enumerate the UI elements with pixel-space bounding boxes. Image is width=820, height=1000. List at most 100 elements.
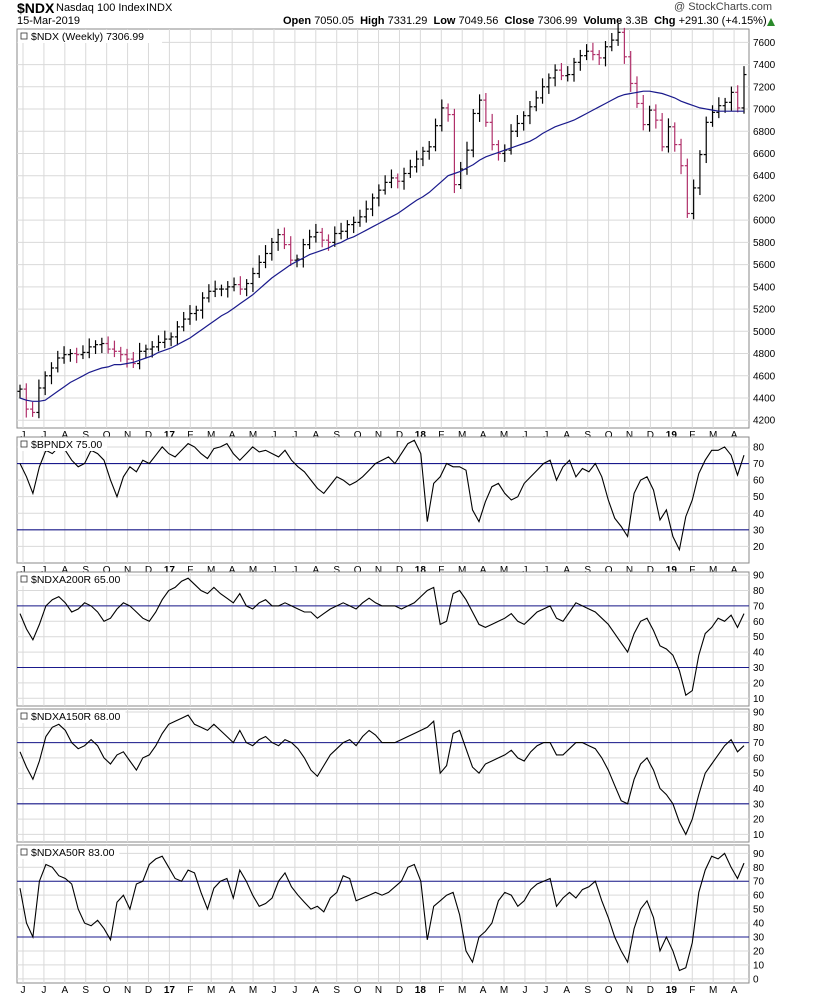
indicator-line bbox=[19, 714, 745, 836]
x-tick-label: J bbox=[522, 430, 527, 441]
y-tick-label: 4800 bbox=[753, 349, 776, 360]
x-tick-label: J bbox=[21, 985, 26, 996]
close-label: Close bbox=[504, 15, 535, 27]
panel-frame bbox=[16, 571, 750, 707]
x-tick-label: J bbox=[21, 565, 26, 576]
y-tick-label: 20 bbox=[753, 542, 765, 553]
x-tick-label: F bbox=[187, 985, 193, 996]
open-label: Open bbox=[283, 15, 312, 27]
x-tick-label: M bbox=[500, 565, 508, 576]
y-tick-label: 90 bbox=[753, 849, 765, 860]
y-tick-label: 10 bbox=[753, 694, 765, 705]
y-tick-label: 0 bbox=[753, 974, 759, 985]
x-tick-label: D bbox=[145, 565, 152, 576]
y-tick-label: 7400 bbox=[753, 60, 776, 71]
panel-label: $BPNDX 75.00 bbox=[31, 439, 102, 451]
y-tick-label: 30 bbox=[753, 525, 765, 536]
y-tick-label: 5400 bbox=[753, 282, 776, 293]
y-tick-label: 90 bbox=[753, 708, 765, 719]
x-tick-label: M bbox=[458, 985, 466, 996]
x-tick-label: S bbox=[82, 430, 89, 441]
x-tick-label: J bbox=[41, 430, 46, 441]
x-tick-label: A bbox=[731, 985, 738, 996]
x-tick-label: M bbox=[709, 565, 717, 576]
x-tick-label: M bbox=[500, 430, 508, 441]
y-tick-label: 70 bbox=[753, 738, 765, 749]
y-tick-label: 6800 bbox=[753, 127, 776, 138]
x-tick-label: J bbox=[543, 985, 548, 996]
x-tick-label: 18 bbox=[415, 430, 427, 441]
y-tick-label: 50 bbox=[753, 492, 765, 503]
y-tick-label: 4600 bbox=[753, 371, 776, 382]
x-tick-label: F bbox=[187, 565, 193, 576]
x-tick-label: O bbox=[103, 430, 111, 441]
x-tick-label: M bbox=[207, 985, 215, 996]
exchange-code: INDX bbox=[146, 2, 173, 14]
y-tick-label: 30 bbox=[753, 799, 765, 810]
x-tick-label: J bbox=[292, 565, 297, 576]
y-tick-label: 40 bbox=[753, 784, 765, 795]
x-tick-label: N bbox=[375, 985, 382, 996]
y-tick-label: 70 bbox=[753, 459, 765, 470]
x-tick-label: J bbox=[543, 565, 548, 576]
x-tick-label: A bbox=[563, 565, 570, 576]
x-tick-label: S bbox=[82, 985, 89, 996]
x-tick-label: A bbox=[61, 430, 68, 441]
moving-average-line bbox=[19, 90, 744, 402]
x-tick-label: D bbox=[647, 985, 654, 996]
x-tick-label: D bbox=[396, 985, 403, 996]
copyright-text: @ StockCharts.com bbox=[674, 1, 772, 13]
x-tick-label: M bbox=[207, 430, 215, 441]
x-tick-label: 17 bbox=[164, 430, 176, 441]
y-tick-label: 10 bbox=[753, 830, 765, 841]
open-value: 7050.05 bbox=[314, 15, 354, 27]
x-tick-label: N bbox=[626, 985, 633, 996]
y-tick-label: 60 bbox=[753, 476, 765, 487]
y-tick-label: 20 bbox=[753, 815, 765, 826]
indicator-line bbox=[19, 852, 745, 972]
y-tick-label: 7200 bbox=[753, 82, 776, 93]
panel-0: 4200 4400 4600 4800 5000 5200 5400 5600 5800 6000… bbox=[16, 23, 776, 441]
x-tick-label: A bbox=[731, 430, 738, 441]
y-tick-label: 60 bbox=[753, 753, 765, 764]
x-tick-label: J bbox=[41, 985, 46, 996]
x-tick-label: J bbox=[271, 430, 276, 441]
x-tick-label: O bbox=[354, 430, 362, 441]
y-tick-label: 4200 bbox=[753, 416, 776, 427]
x-tick-label: 19 bbox=[666, 985, 678, 996]
x-tick-label: D bbox=[396, 430, 403, 441]
panel-symbol-icon bbox=[20, 848, 28, 856]
x-tick-label: J bbox=[271, 565, 276, 576]
x-tick-label: A bbox=[563, 430, 570, 441]
y-tick-label: 6400 bbox=[753, 171, 776, 182]
y-tick-label: 50 bbox=[753, 905, 765, 916]
x-tick-label: J bbox=[522, 985, 527, 996]
panel-frame bbox=[16, 708, 750, 843]
x-tick-label: F bbox=[689, 565, 695, 576]
y-tick-label: 80 bbox=[753, 442, 765, 453]
y-tick-label: 80 bbox=[753, 586, 765, 597]
panel-4: 0 10 20 30 40 50 60 70 80 90 $NDXA50R 83.00 J J A S O N D… bbox=[16, 844, 765, 996]
chg-up-arrow-icon bbox=[767, 18, 775, 26]
symbol-title: $NDX bbox=[17, 0, 55, 16]
x-tick-label: F bbox=[689, 430, 695, 441]
volume-label: Volume bbox=[583, 15, 623, 27]
panel-symbol-icon bbox=[20, 440, 28, 448]
x-tick-label: M bbox=[709, 430, 717, 441]
x-tick-label: S bbox=[584, 565, 591, 576]
y-tick-label: 30 bbox=[753, 663, 765, 674]
panel-label-bg bbox=[18, 710, 126, 723]
indicator-line bbox=[19, 577, 745, 697]
panel-1: 20 30 40 50 60 70 80 $BPNDX 75.00 J J A S O N D 17 F M A M J… bbox=[16, 436, 765, 576]
x-tick-label: M bbox=[709, 985, 717, 996]
y-tick-label: 5600 bbox=[753, 260, 776, 271]
panel-label-bg bbox=[18, 846, 120, 859]
x-tick-label: A bbox=[731, 565, 738, 576]
panel-label-bg bbox=[18, 30, 163, 43]
y-tick-label: 60 bbox=[753, 617, 765, 628]
x-tick-label: J bbox=[543, 430, 548, 441]
y-tick-label: 80 bbox=[753, 863, 765, 874]
y-tick-label: 20 bbox=[753, 678, 765, 689]
x-tick-label: 18 bbox=[415, 565, 427, 576]
